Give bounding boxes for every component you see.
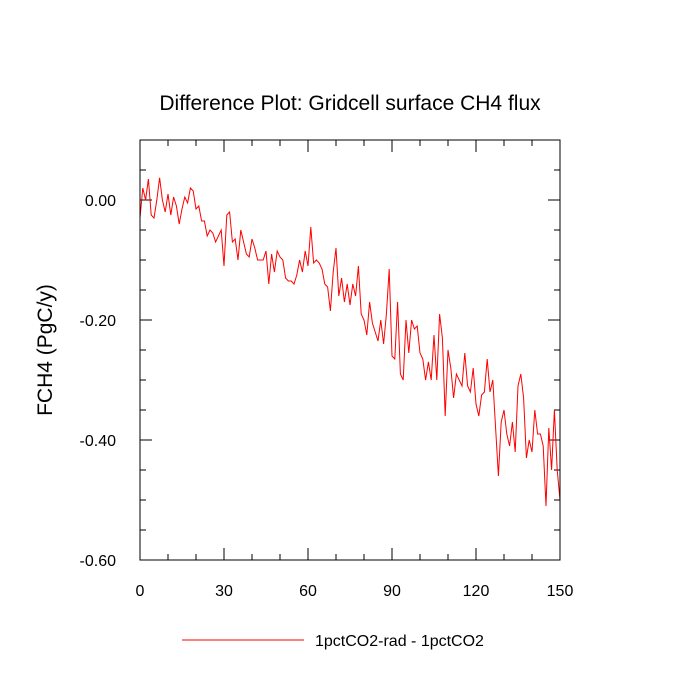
y-tick-label: -0.40: [80, 433, 117, 450]
x-tick-label: 90: [383, 583, 401, 600]
legend: 1pctCO2-rad - 1pctCO2: [182, 633, 484, 650]
y-tick-label: 0.00: [85, 193, 116, 210]
legend-label: 1pctCO2-rad - 1pctCO2: [315, 633, 484, 650]
major-ticks: [139, 140, 561, 561]
x-tick-label: 30: [215, 583, 233, 600]
x-tick-label: 150: [547, 583, 574, 600]
y-axis-label: FCH4 (PgC/y): [34, 284, 57, 416]
plot-frame: [139, 139, 561, 561]
series-line: [139, 177, 561, 507]
x-tick-label: 120: [463, 583, 490, 600]
x-tick-label: 0: [136, 583, 145, 600]
minor-ticks: [139, 139, 561, 561]
tick-labels: 0 30 60 90 120 150 0.00 -0.20 -0.40 -0.60: [80, 193, 574, 600]
y-tick-label: -0.60: [80, 553, 117, 570]
x-tick-label: 60: [299, 583, 317, 600]
chart-title: Difference Plot: Gridcell surface CH4 fl…: [159, 92, 541, 115]
y-tick-label: -0.20: [80, 313, 117, 330]
